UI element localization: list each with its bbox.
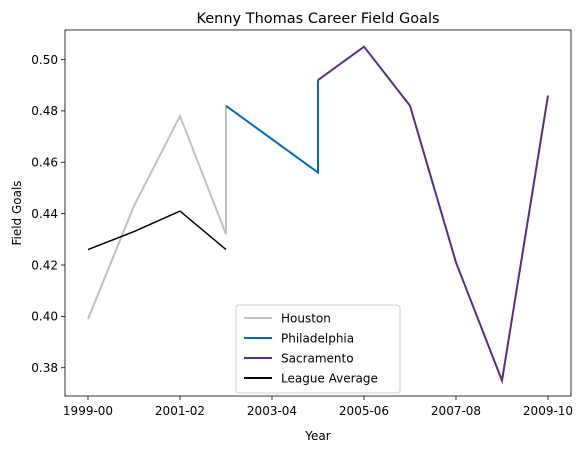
x-tick-label: 2003-04 <box>247 404 297 418</box>
legend: Houston Philadelphia Sacramento League Aver… <box>235 304 401 394</box>
x-tick-label: 2007-08 <box>431 404 481 418</box>
chart-title: Kenny Thomas Career Field Goals <box>196 11 439 27</box>
series-line-league-average <box>87 210 227 251</box>
y-tick-label: 0.38 <box>31 361 58 375</box>
x-tick-label: 2005-06 <box>339 404 389 418</box>
legend-label: League Average <box>281 371 378 385</box>
legend-label: Sacramento <box>281 351 354 365</box>
y-axis-label: Field Goals <box>10 180 24 245</box>
y-tick-label: 0.42 <box>31 258 58 272</box>
legend-label: Philadelphia <box>281 331 354 345</box>
plot-area <box>87 45 549 385</box>
legend-box <box>235 304 401 394</box>
y-tick-label: 0.40 <box>31 310 58 324</box>
series-line-houston <box>87 105 227 320</box>
x-tick-label: 2001-02 <box>155 404 205 418</box>
x-axis-label: Year <box>304 429 330 443</box>
plot-frame <box>64 29 572 397</box>
y-axis: 0.38 0.40 0.42 0.44 0.46 0.48 0.50 <box>31 53 65 375</box>
legend-label: Houston <box>281 311 331 325</box>
series-line-philadelphia <box>225 80 319 175</box>
x-tick-label: 1999-00 <box>63 404 113 418</box>
x-axis: 1999-00 2001-02 2003-04 2005-06 2007-08 2009-… <box>63 396 573 418</box>
x-tick-label: 2009-10 <box>523 404 573 418</box>
series-line-sacramento <box>317 45 549 385</box>
y-tick-label: 0.44 <box>31 207 58 221</box>
y-tick-label: 0.48 <box>31 104 58 118</box>
y-tick-label: 0.46 <box>31 156 58 170</box>
y-tick-label: 0.50 <box>31 53 58 67</box>
